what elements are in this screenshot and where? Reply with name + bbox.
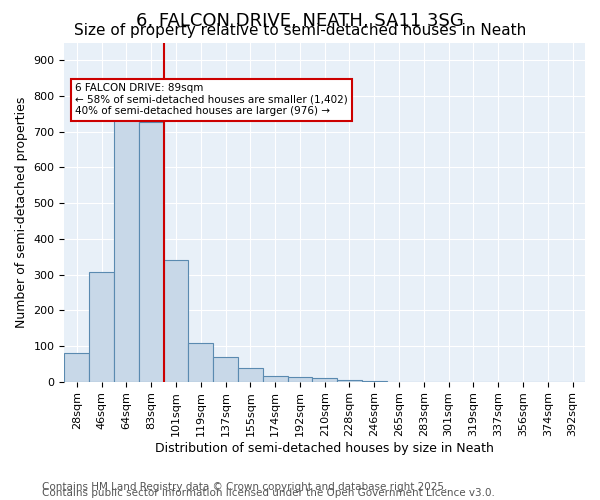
Bar bbox=[263, 376, 287, 382]
Bar bbox=[337, 380, 362, 382]
Bar bbox=[238, 368, 263, 382]
Bar bbox=[89, 272, 114, 382]
Text: Contains public sector information licensed under the Open Government Licence v3: Contains public sector information licen… bbox=[42, 488, 495, 498]
Bar bbox=[188, 344, 213, 382]
Y-axis label: Number of semi-detached properties: Number of semi-detached properties bbox=[15, 96, 28, 328]
Bar bbox=[164, 260, 188, 382]
Bar bbox=[213, 356, 238, 382]
X-axis label: Distribution of semi-detached houses by size in Neath: Distribution of semi-detached houses by … bbox=[155, 442, 494, 455]
Text: Size of property relative to semi-detached houses in Neath: Size of property relative to semi-detach… bbox=[74, 22, 526, 38]
Bar bbox=[287, 378, 313, 382]
Bar bbox=[139, 122, 164, 382]
Bar bbox=[313, 378, 337, 382]
Bar bbox=[114, 116, 139, 382]
Bar bbox=[64, 353, 89, 382]
Text: Contains HM Land Registry data © Crown copyright and database right 2025.: Contains HM Land Registry data © Crown c… bbox=[42, 482, 448, 492]
Text: 6 FALCON DRIVE: 89sqm
← 58% of semi-detached houses are smaller (1,402)
40% of s: 6 FALCON DRIVE: 89sqm ← 58% of semi-deta… bbox=[75, 83, 347, 116]
Text: 6, FALCON DRIVE, NEATH, SA11 3SG: 6, FALCON DRIVE, NEATH, SA11 3SG bbox=[136, 12, 464, 30]
Bar bbox=[362, 381, 386, 382]
